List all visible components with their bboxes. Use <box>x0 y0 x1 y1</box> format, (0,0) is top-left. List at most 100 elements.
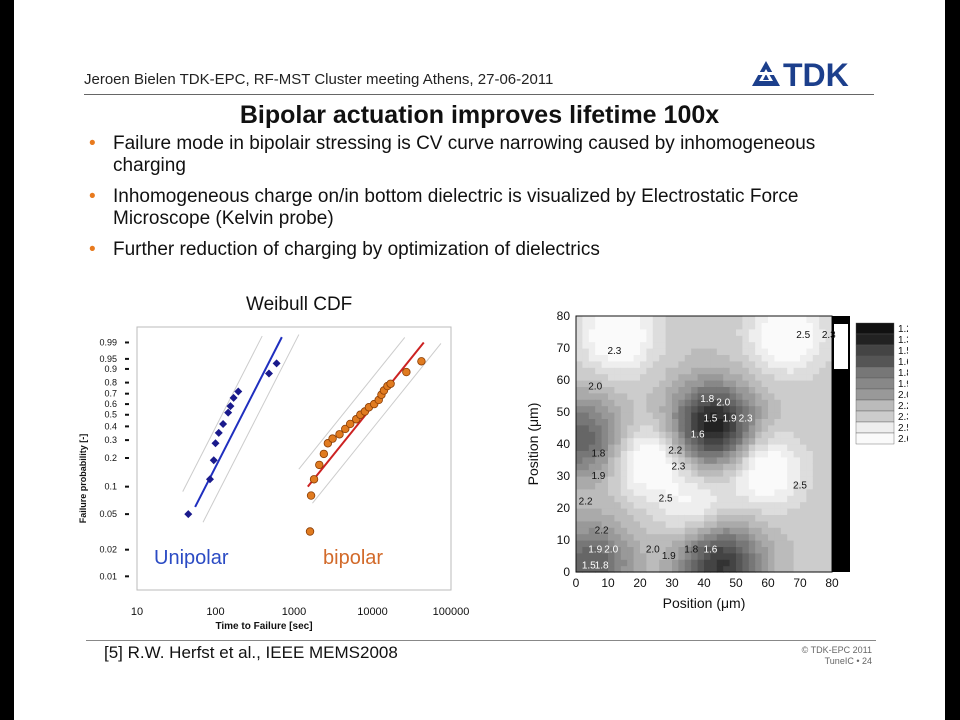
contour-cell <box>825 386 833 394</box>
contour-label: 2.5 <box>659 493 673 504</box>
contour-cell <box>614 386 622 394</box>
contour-cell <box>652 399 660 407</box>
contour-cell <box>697 412 705 419</box>
contour-cell <box>684 335 692 343</box>
contour-cell <box>800 424 807 432</box>
contour-cell <box>704 399 711 407</box>
contour-cell <box>736 508 743 515</box>
contour-cell <box>736 501 743 509</box>
contour-cell <box>627 520 635 528</box>
contour-cell <box>576 399 583 407</box>
contour-label: 2.2 <box>595 525 609 536</box>
contour-cell <box>755 437 763 445</box>
contour-cell <box>659 316 667 323</box>
contour-field <box>576 316 833 573</box>
contour-cell <box>582 431 590 439</box>
contour-cell <box>774 444 782 451</box>
contour-cell <box>665 354 673 362</box>
contour-cell <box>684 392 692 400</box>
contour-cell <box>793 367 801 375</box>
contour-cell <box>787 476 795 483</box>
contour-label: 1.9 <box>591 471 605 482</box>
contour-cell <box>659 456 667 464</box>
contour-cell <box>646 437 654 445</box>
contour-cell <box>729 488 737 496</box>
contour-cell <box>768 380 775 387</box>
contour-cell <box>761 431 769 439</box>
contour-cell <box>768 540 775 547</box>
contour-cell <box>684 373 692 381</box>
contour-cell <box>672 373 679 381</box>
bullet-text: Inhomogeneous charge on/in bottom dielec… <box>113 186 799 229</box>
contour-cell <box>697 552 705 560</box>
contour-cell <box>640 488 647 496</box>
contour-cell <box>806 520 814 528</box>
scale-swatch <box>855 432 895 445</box>
contour-cell <box>614 380 622 387</box>
contour-cell <box>608 335 615 343</box>
contour-cell <box>761 488 769 496</box>
contour-cell <box>576 463 583 471</box>
contour-cell <box>627 508 635 515</box>
contour-cell <box>665 386 673 394</box>
contour-cell <box>748 527 756 535</box>
contour-cell <box>710 495 718 503</box>
contour-cell <box>588 399 596 407</box>
contour-cell <box>652 527 660 535</box>
scale-swatch <box>855 322 895 335</box>
contour-cell <box>755 488 763 496</box>
contour-cell <box>806 316 814 323</box>
contour-cell <box>716 565 724 573</box>
contour-cell <box>755 469 763 477</box>
weibull-chart-title: Weibull CDF <box>246 294 353 315</box>
contour-cell <box>627 514 635 522</box>
contour-cell <box>812 373 820 381</box>
contour-cell <box>729 559 737 567</box>
contour-cell <box>588 527 596 535</box>
contour-cell <box>742 456 750 464</box>
contour-cell <box>697 431 705 439</box>
contour-cell <box>588 463 596 471</box>
contour-cell <box>806 463 814 471</box>
project-name: TuneIC <box>824 656 854 666</box>
contour-cell <box>652 533 660 541</box>
contour-cell <box>748 412 756 419</box>
contour-cell <box>620 488 628 496</box>
contour-cell <box>729 392 737 400</box>
contour-cell <box>716 540 724 547</box>
contour-cell <box>614 437 622 445</box>
x-tick-label: 100 <box>206 606 224 618</box>
contour-cell <box>678 405 686 413</box>
contour-cell <box>684 469 692 477</box>
contour-cell <box>684 508 692 515</box>
contour-cell <box>608 450 615 458</box>
scale-label: 1.3 <box>898 335 908 346</box>
contour-cell <box>716 335 724 343</box>
contour-cell <box>729 367 737 375</box>
contour-cell <box>748 565 756 573</box>
contour-cell <box>806 431 814 439</box>
contour-cell <box>601 335 609 343</box>
contour-cell <box>704 348 711 355</box>
contour-cell <box>697 328 705 336</box>
contour-cell <box>678 418 686 426</box>
contour-cell <box>742 335 750 343</box>
contour-cell <box>780 431 788 439</box>
contour-cell <box>716 514 724 522</box>
contour-cell <box>819 552 827 560</box>
contour-cell <box>620 533 628 541</box>
contour-cell <box>697 392 705 400</box>
contour-cell <box>736 476 743 483</box>
contour-cell <box>646 520 654 528</box>
contour-cell <box>723 476 731 483</box>
contour-cell <box>755 392 763 400</box>
contour-cell <box>723 482 731 490</box>
contour-label: 2.5 <box>796 330 810 341</box>
contour-cell <box>787 335 795 343</box>
contour-cell <box>780 360 788 368</box>
contour-cell <box>659 469 667 477</box>
contour-cell <box>633 540 641 547</box>
contour-cell <box>608 456 615 464</box>
contour-cell <box>774 405 782 413</box>
contour-cell <box>704 431 711 439</box>
